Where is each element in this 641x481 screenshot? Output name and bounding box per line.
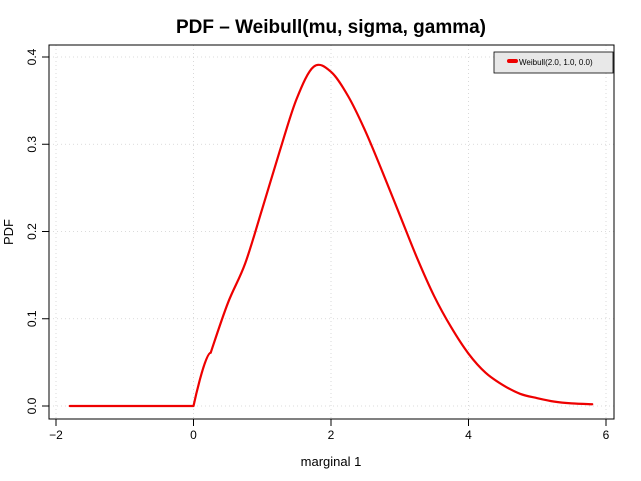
x-tick-label: 4: [465, 428, 472, 442]
x-axis-label: marginal 1: [301, 454, 362, 469]
legend-box: [493, 51, 614, 74]
y-tick-label: 0.1: [25, 310, 39, 327]
y-tick-label: 0.2: [25, 223, 39, 240]
y-tick-label: 0.0: [25, 397, 39, 414]
series-line-weibull: [68, 63, 594, 408]
x-tick-label: 6: [603, 428, 610, 442]
x-tick-label: 0: [190, 428, 197, 442]
x-tick-label: −2: [49, 428, 63, 442]
x-axis: −2 0 2 4 6: [49, 419, 610, 442]
chart-title: PDF – Weibull(mu, sigma, gamma): [176, 17, 486, 38]
y-axis: 0.0 0.1 0.2 0.3 0.4: [25, 48, 49, 414]
y-tick-label: 0.4: [25, 48, 39, 65]
legend: Weibull(2.0, 1.0, 0.0): [493, 51, 614, 74]
y-axis-label: PDF: [1, 219, 16, 245]
series-layer: [68, 63, 594, 408]
x-tick-label: 2: [328, 428, 335, 442]
y-tick-label: 0.3: [25, 136, 39, 153]
legend-label: Weibull(2.0, 1.0, 0.0): [519, 58, 593, 67]
grid: [49, 45, 614, 419]
plot-frame: [48, 44, 615, 420]
